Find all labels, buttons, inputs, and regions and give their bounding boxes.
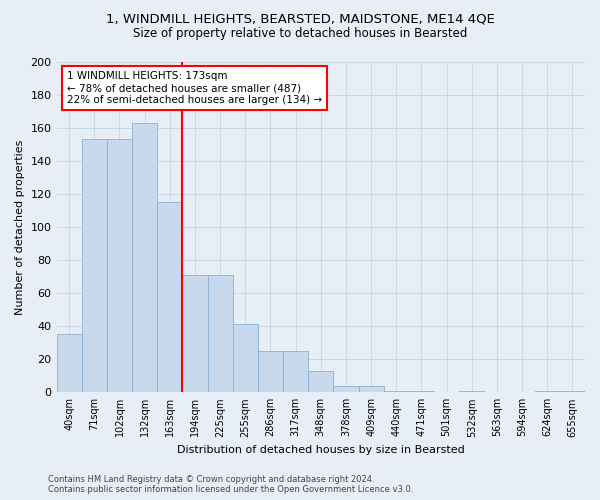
Bar (283, 351, 308, 393)
Bar (383, 390, 409, 392)
Y-axis label: Number of detached properties: Number of detached properties (15, 139, 25, 314)
Text: Size of property relative to detached houses in Bearsted: Size of property relative to detached ho… (133, 28, 467, 40)
Bar (107, 139, 132, 392)
Text: Contains HM Land Registry data © Crown copyright and database right 2024.
Contai: Contains HM Land Registry data © Crown c… (48, 474, 413, 494)
Bar (157, 202, 182, 392)
Bar (233, 324, 258, 392)
Bar (56, 334, 82, 392)
Bar (334, 386, 359, 392)
Bar (82, 139, 107, 392)
Bar (409, 390, 434, 392)
Bar (535, 390, 560, 392)
Bar (258, 351, 283, 393)
Text: 1 WINDMILL HEIGHTS: 173sqm
← 78% of detached houses are smaller (487)
22% of sem: 1 WINDMILL HEIGHTS: 173sqm ← 78% of deta… (67, 72, 322, 104)
Bar (182, 275, 208, 392)
Bar (459, 390, 484, 392)
Bar (308, 371, 334, 392)
Bar (132, 122, 157, 392)
Bar (359, 386, 383, 392)
Bar (560, 390, 585, 392)
Bar (208, 275, 233, 392)
X-axis label: Distribution of detached houses by size in Bearsted: Distribution of detached houses by size … (177, 445, 464, 455)
Text: 1, WINDMILL HEIGHTS, BEARSTED, MAIDSTONE, ME14 4QE: 1, WINDMILL HEIGHTS, BEARSTED, MAIDSTONE… (106, 12, 494, 26)
